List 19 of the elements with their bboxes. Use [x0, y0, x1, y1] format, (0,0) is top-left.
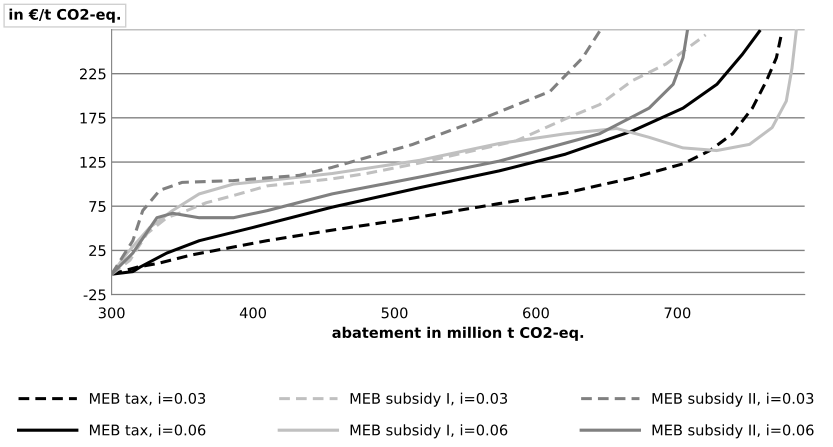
x-tick-label: 500 — [382, 307, 408, 318]
x-tick-label: 700 — [664, 307, 690, 318]
x-tick-label: 400 — [240, 307, 266, 318]
legend-label: MEB subsidy I, i=0.03 — [350, 392, 508, 407]
x-axis-title: abatement in million t CO2-eq. — [332, 326, 584, 341]
y-tick-label: 25 — [89, 245, 106, 256]
legend-label: MEB subsidy II, i=0.03 — [652, 392, 814, 407]
legend-label: MEB tax, i=0.06 — [90, 424, 206, 438]
legend-label: MEB subsidy I, i=0.06 — [350, 424, 508, 438]
x-tick-label: 300 — [98, 307, 125, 318]
legend-label: MEB subsidy II, i=0.06 — [652, 424, 814, 438]
y-tick-label: 175 — [80, 112, 106, 124]
x-tick-label: 600 — [523, 307, 549, 318]
y-tick-label: 125 — [80, 156, 106, 168]
legend-label: MEB tax, i=0.03 — [90, 392, 206, 406]
y-axis-title: in €/t CO2-eq. — [10, 8, 120, 23]
y-tick-label: 75 — [89, 201, 106, 212]
y-tick-label: -25 — [84, 289, 106, 300]
y-tick-label: 225 — [80, 68, 106, 80]
